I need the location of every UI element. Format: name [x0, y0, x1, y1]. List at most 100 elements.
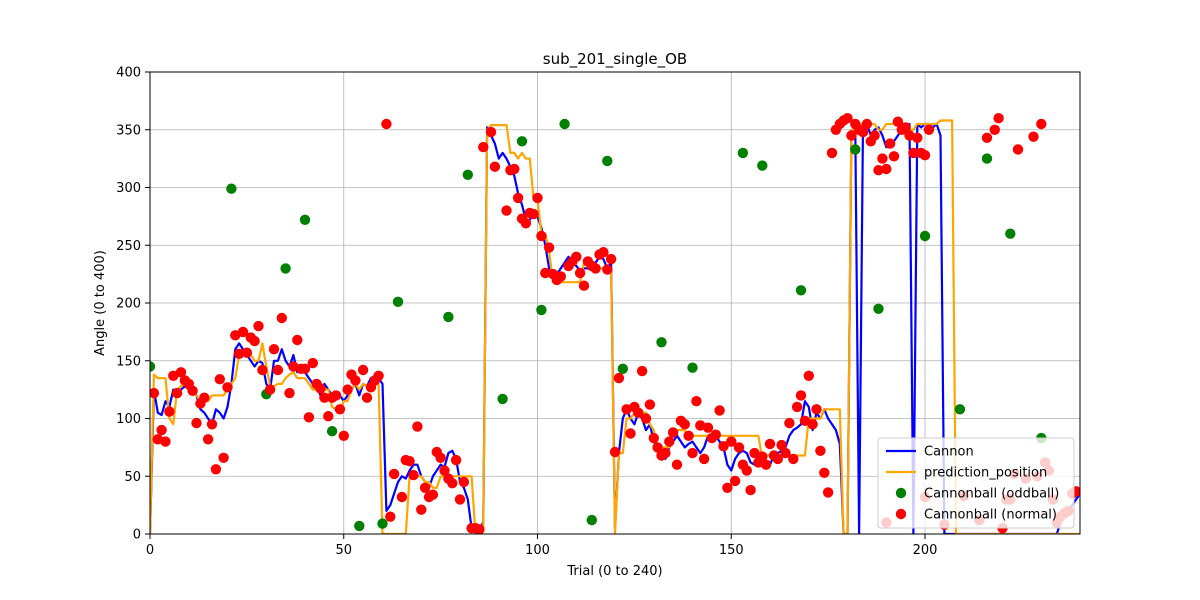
scatter-point-cannonball-normal — [427, 489, 439, 500]
scatter-point-cannonball-oddball — [559, 118, 570, 130]
y-axis: 0 50 100 150 200 250 300 350 400 — [116, 66, 150, 543]
scatter-point-cannonball-normal — [660, 447, 671, 459]
scatter-point-cannonball-normal — [416, 504, 427, 515]
scatter-point-cannonball-normal — [357, 364, 369, 376]
scatter-point-cannonball-oddball — [377, 518, 388, 529]
scatter-point-cannonball-normal — [590, 263, 601, 274]
scatter-point-cannonball-oddball — [280, 263, 291, 274]
scatter-point-cannonball-normal — [1028, 131, 1039, 142]
scatter-point-cannonball-normal — [361, 392, 373, 403]
scatter-point-cannonball-normal — [698, 453, 710, 465]
scatter-point-cannonball-normal — [249, 335, 260, 347]
scatter-point-cannonball-normal — [691, 396, 702, 407]
legend-label-cannonball-normal: Cannonball (normal) — [924, 508, 1057, 523]
scatter-point-cannonball-normal — [150, 387, 160, 399]
scatter-point-cannonball-normal — [788, 453, 799, 465]
scatter-point-cannonball-normal — [447, 478, 458, 489]
scatter-point-cannonball-normal — [1036, 118, 1047, 130]
scatter-point-cannonball-normal — [350, 375, 361, 386]
scatter-point-cannonball-normal — [784, 417, 795, 429]
scatter-point-cannonball-normal — [780, 447, 791, 459]
scatter-point-cannonball-normal — [722, 482, 733, 493]
y-tick-label: 100 — [116, 412, 141, 427]
scatter-point-cannonball-normal — [478, 141, 489, 153]
scatter-point-cannonball-normal — [884, 138, 896, 149]
scatter-point-cannonball-oddball — [462, 169, 473, 180]
scatter-point-cannonball-normal — [772, 453, 783, 465]
scatter-point-cannonball-oddball — [656, 337, 667, 348]
legend-swatch-cannonball-normal — [895, 508, 907, 520]
scatter-point-cannonball-normal — [412, 421, 423, 432]
scatter-point-cannonball-normal — [206, 419, 218, 430]
scatter-point-cannonball-normal — [636, 365, 648, 377]
scatter-point-cannonball-normal — [919, 150, 931, 161]
scatter-point-cannonball-normal — [857, 126, 869, 138]
y-tick-label: 300 — [116, 181, 141, 196]
legend-label-prediction-position: prediction_position — [924, 466, 1047, 481]
legend-label-cannonball-oddball: Cannonball (oddball) — [924, 487, 1059, 502]
scatter-point-cannonball-normal — [528, 208, 539, 220]
scatter-point-cannonball-normal — [276, 312, 287, 324]
scatter-point-cannonball-normal — [199, 392, 210, 403]
y-tick-label: 250 — [116, 239, 141, 254]
scatter-point-cannonball-oddball — [617, 363, 628, 374]
scatter-point-cannonball-normal — [640, 413, 652, 424]
scatter-point-cannonball-normal — [268, 344, 280, 355]
scatter-point-cannonball-oddball — [516, 136, 528, 147]
scatter-point-cannonball-normal — [342, 384, 353, 395]
scatter-point-cannonball-normal — [598, 247, 609, 258]
scatter-point-cannonball-normal — [652, 442, 663, 453]
scatter-point-cannonball-normal — [233, 348, 245, 359]
scatter-point-cannonball-oddball — [757, 160, 768, 171]
scatter-point-cannonball-normal — [795, 390, 807, 401]
scatter-point-cannonball-normal — [408, 469, 419, 481]
scatter-point-cannonball-normal — [419, 482, 431, 493]
x-tick-label: 150 — [719, 543, 744, 558]
scatter-point-cannonball-normal — [908, 147, 919, 159]
scatter-point-cannonball-normal — [164, 406, 175, 417]
scatter-point-cannonball-normal — [264, 384, 276, 395]
scatter-point-cannonball-normal — [489, 161, 501, 172]
scatter-point-cannonball-normal — [702, 422, 714, 433]
scatter-point-cannonball-normal — [888, 151, 900, 162]
scatter-point-cannonball-normal — [791, 401, 803, 413]
scatter-point-cannonball-normal — [218, 452, 229, 463]
scatter-point-cannonball-normal — [900, 122, 911, 133]
scatter-point-cannonball-normal — [733, 442, 745, 453]
scatter-point-cannonball-normal — [171, 387, 183, 399]
scatter-point-cannonball-normal — [315, 383, 326, 394]
scatter-point-cannonball-normal — [187, 385, 198, 396]
series-line-prediction-position — [150, 119, 1080, 534]
scatter-point-cannonball-normal — [881, 163, 892, 175]
legend-box — [877, 437, 1075, 529]
scatter-point-cannonball-normal — [912, 132, 923, 143]
x-tick-label: 100 — [525, 543, 550, 558]
x-axis: 0 50 100 150 200 — [146, 534, 938, 558]
scatter-point-cannonball-normal — [222, 382, 233, 393]
scatter-point-cannonball-normal — [602, 264, 613, 275]
scatter-point-cannonball-oddball — [443, 311, 454, 323]
scatter-point-cannonball-normal — [578, 280, 590, 291]
scatter-point-cannonball-normal — [303, 412, 315, 423]
scatter-point-cannonball-normal — [729, 475, 741, 487]
y-tick-label: 350 — [116, 123, 141, 138]
scatter-point-cannonball-normal — [621, 404, 632, 415]
scatter-point-cannonball-oddball — [795, 285, 807, 296]
scatter-point-cannonball-oddball — [954, 404, 966, 415]
x-tick-label: 200 — [913, 543, 938, 558]
scatter-point-cannonball-normal — [214, 374, 225, 385]
scatter-point-cannonball-normal — [873, 165, 884, 176]
scatter-point-cannonball-normal — [241, 347, 253, 358]
scatter-point-cannonball-oddball — [981, 153, 993, 164]
scatter-point-cannonball-normal — [815, 445, 826, 456]
scatter-point-cannonball-normal — [388, 468, 400, 480]
scatter-point-cannonball-oddball — [602, 155, 613, 167]
scatter-point-cannonball-normal — [923, 124, 935, 135]
scatter-point-cannonball-oddball — [737, 147, 749, 159]
scatter-point-cannonball-normal — [435, 452, 446, 463]
legend: Cannon prediction_position Cannonball (odd… — [877, 437, 1075, 529]
scatter-point-cannonball-normal — [532, 192, 543, 204]
scatter-point-cannonball-normal — [574, 267, 586, 279]
scatter-point-cannonball-normal — [683, 430, 694, 441]
scatter-point-cannonball-normal — [826, 147, 838, 159]
